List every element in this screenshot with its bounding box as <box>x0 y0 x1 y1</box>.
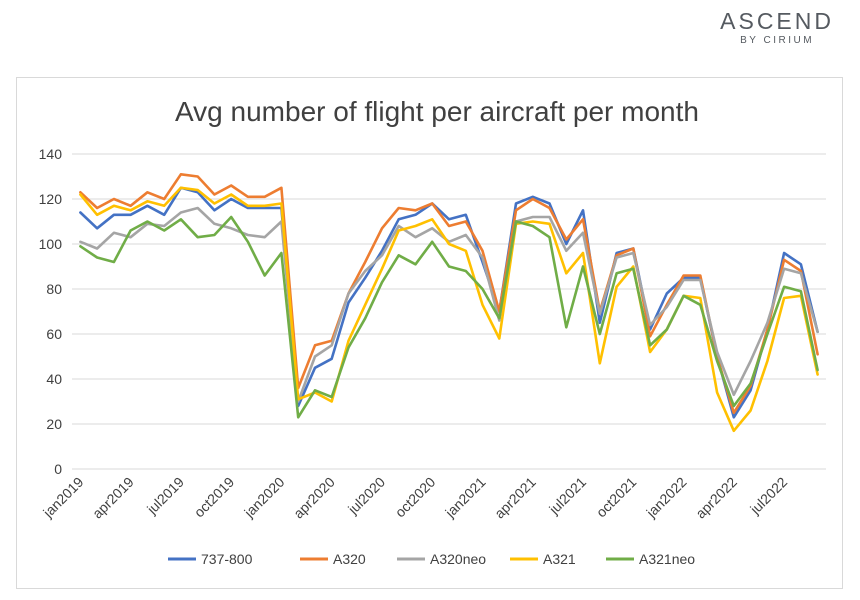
legend-label: A321neo <box>639 551 695 567</box>
brand-subtitle: BY CIRIUM <box>740 35 815 46</box>
x-tick-label: jan2022 <box>642 474 689 521</box>
x-tick-label: jul2022 <box>746 474 790 518</box>
y-tick-label: 60 <box>46 326 62 342</box>
legend-item: A321 <box>510 551 576 567</box>
legend-item: A320neo <box>397 551 486 567</box>
legend-label: 737-800 <box>201 551 253 567</box>
legend-item: A320 <box>300 551 366 567</box>
x-tick-label: apr2020 <box>290 474 338 522</box>
series-line-a321 <box>79 186 819 433</box>
brand-name: ASCEND <box>720 8 834 34</box>
x-tick-label: oct2019 <box>191 474 238 521</box>
series-lines <box>79 173 819 433</box>
legend-label: A320neo <box>430 551 486 567</box>
y-tick-label: 80 <box>46 281 62 297</box>
y-tick-label: 120 <box>39 191 63 207</box>
y-tick-label: 100 <box>39 236 63 252</box>
brand-logo: ASCEND BY CIRIUM <box>720 8 834 46</box>
x-tick-label: jul2020 <box>344 474 388 518</box>
chart-frame <box>16 77 843 589</box>
x-tick-label: oct2021 <box>593 474 640 521</box>
y-tick-label: 0 <box>54 461 62 477</box>
series-line-737-800 <box>79 186 819 419</box>
legend-label: A321 <box>543 551 576 567</box>
x-tick-label: jan2019 <box>39 474 86 521</box>
legend-item: A321neo <box>606 551 695 567</box>
series-line-a320 <box>79 173 819 415</box>
chart-title: Avg number of flight per aircraft per mo… <box>175 96 699 127</box>
series-line-a320neo <box>79 206 819 403</box>
x-tick-label: apr2021 <box>491 474 539 522</box>
legend-label: A320 <box>333 551 366 567</box>
x-tick-label: jan2021 <box>441 474 488 521</box>
x-axis-ticks: jan2019 apr2019 jul2019 oct2019 jan2020 apr20… <box>39 474 790 522</box>
y-tick-label: 40 <box>46 371 62 387</box>
x-tick-label: jul2021 <box>545 474 589 518</box>
x-tick-label: oct2020 <box>392 474 439 521</box>
gridlines <box>72 153 826 470</box>
y-tick-label: 140 <box>39 146 63 162</box>
x-tick-label: jul2019 <box>143 474 187 518</box>
legend-item: 737-800 <box>168 551 253 567</box>
x-tick-label: apr2022 <box>692 474 740 522</box>
x-tick-label: apr2019 <box>89 474 137 522</box>
legend: 737-800 A320 A320neo A321 A321neo <box>168 551 695 567</box>
y-axis-ticks: 0 20 40 60 80 100 120 140 <box>39 146 63 477</box>
series-line-a321neo <box>79 215 819 419</box>
y-tick-label: 20 <box>46 416 62 432</box>
x-tick-label: jan2020 <box>240 474 287 521</box>
